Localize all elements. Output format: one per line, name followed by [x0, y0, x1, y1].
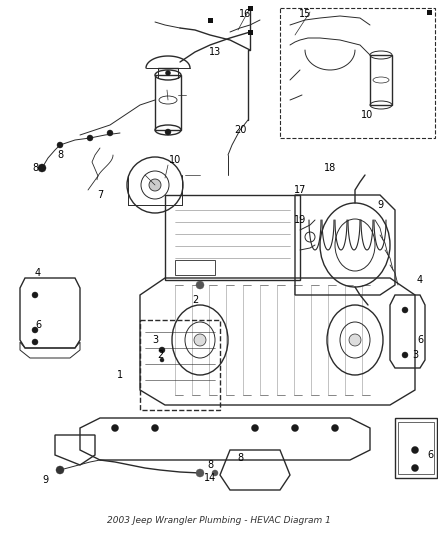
Bar [140, 320, 220, 410]
Ellipse shape [38, 164, 46, 172]
Ellipse shape [160, 358, 164, 362]
Text: 7: 7 [97, 190, 103, 200]
Text: 15: 15 [299, 9, 311, 19]
Text: 9: 9 [42, 475, 48, 485]
Text: 6: 6 [417, 335, 423, 345]
Ellipse shape [107, 130, 113, 136]
Ellipse shape [402, 352, 408, 358]
Bar [175, 260, 215, 275]
Ellipse shape [87, 135, 93, 141]
Text: 8: 8 [237, 453, 243, 463]
Bar [370, 55, 392, 105]
Bar [398, 422, 434, 474]
Bar [395, 418, 437, 478]
Ellipse shape [411, 464, 418, 472]
Bar [165, 195, 300, 280]
Text: 16: 16 [239, 9, 251, 19]
Bar [427, 10, 431, 14]
Text: 6: 6 [427, 450, 433, 460]
Text: 2003 Jeep Wrangler Plumbing - HEVAC Diagram 1: 2003 Jeep Wrangler Plumbing - HEVAC Diag… [107, 516, 331, 525]
Ellipse shape [112, 424, 119, 432]
Text: 8: 8 [207, 460, 213, 470]
Text: 5: 5 [437, 447, 438, 457]
Ellipse shape [349, 334, 361, 346]
Ellipse shape [32, 339, 38, 345]
Text: 2: 2 [157, 350, 163, 360]
Text: 2: 2 [192, 295, 198, 305]
Ellipse shape [332, 424, 339, 432]
Bar [247, 5, 252, 11]
Ellipse shape [196, 469, 204, 477]
Text: 20: 20 [234, 125, 246, 135]
Ellipse shape [56, 466, 64, 474]
Ellipse shape [411, 447, 418, 454]
Ellipse shape [57, 142, 63, 148]
Bar [208, 18, 212, 22]
Ellipse shape [292, 424, 299, 432]
Text: 10: 10 [361, 110, 373, 120]
Text: 19: 19 [294, 215, 306, 225]
Text: 18: 18 [324, 163, 336, 173]
Ellipse shape [152, 424, 159, 432]
Text: 4: 4 [35, 268, 41, 278]
Text: 10: 10 [169, 155, 181, 165]
Bar [247, 29, 252, 35]
Ellipse shape [196, 281, 204, 289]
Text: 17: 17 [294, 185, 306, 195]
Ellipse shape [159, 347, 165, 353]
Ellipse shape [194, 334, 206, 346]
Text: 9: 9 [377, 200, 383, 210]
Text: 8: 8 [32, 163, 38, 173]
Text: 3: 3 [412, 350, 418, 360]
Bar [155, 75, 181, 130]
Text: 13: 13 [209, 47, 221, 57]
Text: 4: 4 [417, 275, 423, 285]
Bar [280, 8, 435, 138]
Text: 14: 14 [204, 473, 216, 483]
Ellipse shape [166, 70, 170, 76]
Ellipse shape [32, 327, 38, 333]
Text: 1: 1 [117, 370, 123, 380]
Ellipse shape [212, 470, 218, 476]
Ellipse shape [149, 179, 161, 191]
Ellipse shape [32, 292, 38, 298]
Ellipse shape [251, 424, 258, 432]
Text: 3: 3 [152, 335, 158, 345]
Ellipse shape [165, 129, 171, 135]
Text: 6: 6 [35, 320, 41, 330]
Text: 8: 8 [57, 150, 63, 160]
Ellipse shape [402, 307, 408, 313]
